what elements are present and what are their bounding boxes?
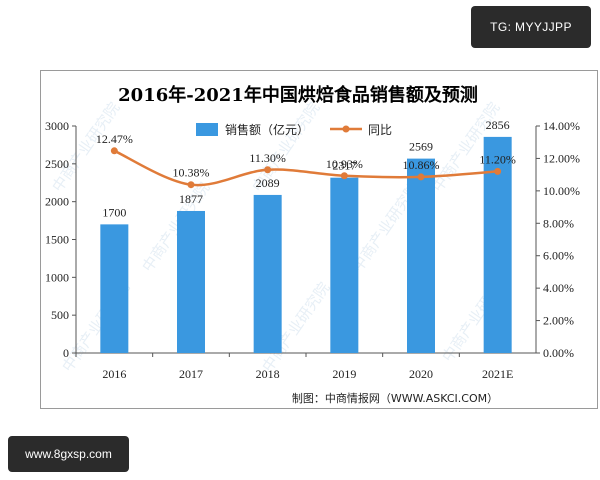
chart-title: 2016年-2021年中国烘焙食品销售额及预测: [118, 84, 478, 106]
axes: 0 500 1000 1500 2000 2500 3000 0.00% 2.00% 4.00% 6…: [45, 119, 580, 381]
bar-value-label: 2856: [486, 118, 510, 132]
legend-line-label: 同比: [368, 123, 392, 137]
y-right-tick-label: 10.00%: [543, 184, 580, 198]
line-point: [340, 172, 348, 180]
line-value-label: 10.38%: [173, 166, 210, 180]
x-tick-label: 2020: [409, 367, 433, 381]
bar: [330, 177, 359, 353]
x-tick-label: 2016: [102, 367, 126, 381]
line-point: [417, 173, 425, 181]
line-point: [264, 166, 272, 174]
bar: [100, 224, 129, 353]
bar-value-label: 2089: [256, 176, 280, 190]
line-point: [494, 167, 502, 175]
x-tick-label: 2021E: [482, 367, 513, 381]
y-left-tick-label: 1000: [45, 270, 69, 284]
bar-value-label: 1700: [102, 205, 126, 219]
y-right-tick-label: 12.00%: [543, 151, 580, 165]
line-value-label: 10.93%: [326, 157, 363, 171]
y-right-tick-label: 4.00%: [543, 281, 574, 295]
data-labels: 1700 1877 2089 2317 2569 2856 12.47% 10.38% 11.3…: [96, 118, 516, 219]
line-point: [110, 147, 118, 155]
bottom-tag: www.8gxsp.com: [8, 436, 129, 472]
y-left-tick-label: 1500: [45, 233, 69, 247]
bar: [253, 194, 282, 353]
y-right-tick-label: 14.00%: [543, 119, 580, 133]
watermark: 中商产业研究院: [48, 99, 123, 195]
y-left-tick-label: 2500: [45, 157, 69, 171]
line-value-label: 11.20%: [479, 152, 516, 166]
legend-bar-label: 销售额（亿元）: [225, 122, 309, 137]
y-left-tick-label: 500: [51, 308, 69, 322]
legend-line-marker: [342, 125, 350, 133]
y-right-tick-label: 2.00%: [543, 314, 574, 328]
y-left-tick-label: 2000: [45, 195, 69, 209]
bar-value-label: 2569: [409, 140, 433, 154]
legend: 销售额（亿元） 同比: [196, 122, 392, 137]
line-series: [110, 147, 502, 189]
bar: [177, 210, 205, 353]
top-tag: TG: MYYJJPP: [471, 6, 591, 48]
x-tick-label: 2017: [179, 367, 203, 381]
line-value-label: 11.30%: [249, 151, 286, 165]
line-value-label: 12.47%: [96, 132, 133, 146]
y-right-tick-label: 0.00%: [543, 346, 574, 360]
line-path: [113, 149, 498, 187]
x-tick-label: 2019: [332, 367, 356, 381]
line-value-label: 10.86%: [403, 158, 440, 172]
y-right-tick-label: 8.00%: [543, 216, 574, 230]
source-note: 制图：中商情报网（WWW.ASKCI.COM）: [292, 391, 498, 405]
y-right-tick-label: 6.00%: [543, 249, 574, 263]
watermark-text: 中商产业研究院: [48, 99, 123, 195]
bar-series: [100, 136, 512, 353]
bar-value-label: 1877: [179, 192, 203, 206]
x-tick-label: 2018: [256, 367, 280, 381]
bar-value-label: 2317: [332, 159, 356, 173]
legend-bar-swatch: [196, 123, 218, 136]
bar: [407, 158, 435, 353]
line-point: [187, 181, 195, 189]
y-left-tick-label: 3000: [45, 119, 69, 133]
y-left-tick-label: 0: [63, 346, 69, 360]
